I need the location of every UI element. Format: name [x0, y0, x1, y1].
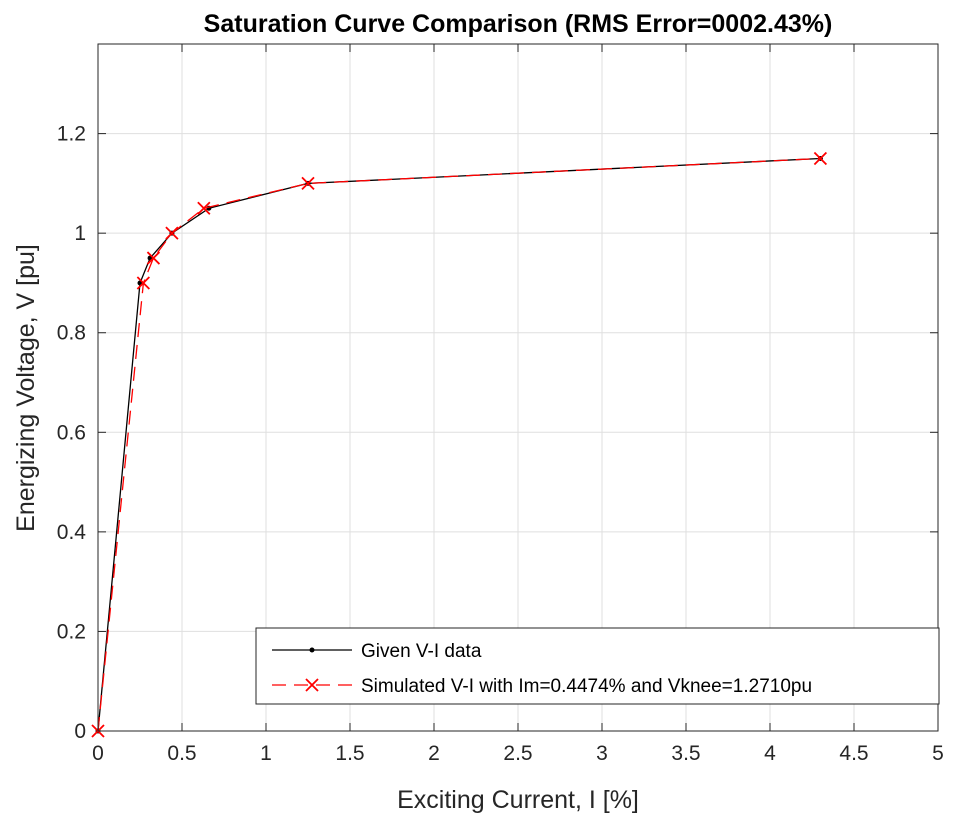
- x-tick-label: 2.5: [503, 742, 532, 765]
- legend-marker-given: [309, 647, 315, 653]
- data-point-x-marker: [813, 151, 828, 166]
- data-point-x-marker: [197, 201, 211, 215]
- legend: Given V-I data Simulated V-I with Im=0.4…: [255, 627, 940, 705]
- x-tick-label: 1.5: [335, 742, 364, 765]
- legend-label-given: Given V-I data: [361, 641, 482, 662]
- y-tick-label: 1.2: [57, 123, 86, 146]
- data-point-x-marker: [146, 251, 161, 265]
- legend-box: [255, 627, 940, 705]
- data-point-x-marker: [301, 176, 315, 191]
- data-point-x-marker: [136, 276, 150, 290]
- legend-entry-simulated: Simulated V-I with Im=0.4474% and Vknee=…: [272, 676, 812, 697]
- tick-labels: 0 0.5 1 1.5 2 2.5 3 3.5 4 4.5 5 0 0.2 0.4 0.6 0.8 1 1.2: [57, 123, 944, 765]
- legend-entry-given: Given V-I data: [272, 641, 482, 662]
- x-tick-label: 5: [932, 742, 944, 765]
- x-axis-label: Exciting Current, I [%]: [397, 786, 639, 814]
- legend-label-simulated: Simulated V-I with Im=0.4474% and Vknee=…: [361, 676, 812, 697]
- ticks: [97, 44, 939, 732]
- y-axis-label: Energizing Voltage, V [pu]: [12, 244, 40, 532]
- chart-title: Saturation Curve Comparison (RMS Error=0…: [204, 10, 833, 38]
- x-tick-label: 0.5: [167, 742, 196, 765]
- x-tick-label: 3.5: [671, 742, 700, 765]
- x-tick-label: 4.5: [839, 742, 868, 765]
- x-tick-label: 2: [428, 742, 440, 765]
- y-tick-label: 1: [74, 222, 86, 245]
- series-group: [91, 151, 828, 738]
- y-tick-label: 0: [74, 720, 86, 743]
- x-tick-label: 4: [764, 742, 776, 765]
- y-tick-label: 0.2: [57, 620, 86, 643]
- x-tick-label: 0: [92, 742, 104, 765]
- y-tick-label: 0.6: [57, 421, 86, 444]
- y-tick-label: 0.8: [57, 322, 86, 345]
- data-point-x-marker: [165, 226, 179, 240]
- y-tick-label: 0.4: [57, 521, 87, 544]
- x-tick-label: 1: [260, 742, 272, 765]
- x-tick-label: 3: [596, 742, 608, 765]
- legend-marker-simulated: [305, 678, 319, 692]
